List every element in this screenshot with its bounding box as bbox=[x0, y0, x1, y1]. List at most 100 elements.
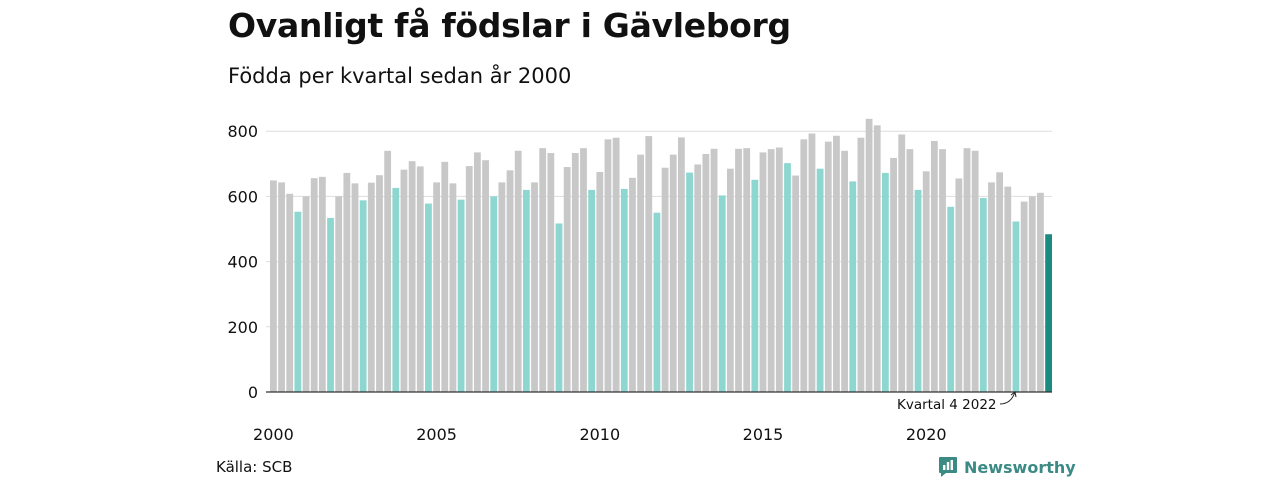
bar bbox=[514, 150, 522, 392]
bar bbox=[963, 148, 971, 392]
bar bbox=[922, 171, 930, 392]
bar bbox=[294, 211, 302, 392]
chart-title: Ovanligt få födslar i Gävleborg bbox=[228, 6, 791, 45]
bar bbox=[930, 140, 938, 392]
bar bbox=[759, 152, 767, 392]
bar bbox=[571, 153, 579, 392]
source-note: Källa: SCB bbox=[216, 458, 293, 476]
bar bbox=[645, 136, 653, 392]
bar bbox=[604, 139, 612, 392]
bar bbox=[1045, 234, 1052, 392]
bar bbox=[735, 148, 742, 392]
bar bbox=[873, 125, 881, 392]
bar bbox=[596, 171, 604, 392]
bar bbox=[302, 196, 310, 392]
bar bbox=[539, 148, 547, 392]
bar bbox=[547, 153, 555, 392]
y-axis: 0 200 400 600 800 bbox=[227, 122, 258, 402]
bar bbox=[751, 179, 759, 392]
bar bbox=[620, 188, 628, 392]
bar bbox=[490, 196, 498, 392]
y-tick-label: 800 bbox=[227, 122, 258, 141]
bar bbox=[522, 189, 530, 392]
bar bbox=[367, 182, 375, 392]
bar bbox=[865, 118, 873, 392]
bar bbox=[563, 167, 571, 392]
bar bbox=[996, 172, 1004, 392]
bar bbox=[857, 137, 865, 392]
bar bbox=[449, 183, 457, 392]
bar bbox=[588, 189, 596, 392]
bar bbox=[1020, 201, 1028, 392]
bar bbox=[979, 198, 987, 392]
bar bbox=[890, 157, 897, 392]
bar bbox=[278, 182, 285, 392]
bar bbox=[286, 193, 294, 392]
brand-name: Newsworthy bbox=[964, 457, 1076, 477]
annotation-label: Kvartal 4 2022 bbox=[897, 397, 997, 413]
bar bbox=[310, 178, 318, 392]
y-tick-label: 200 bbox=[227, 318, 258, 337]
bar bbox=[318, 176, 326, 392]
chart-subtitle: Födda per kvartal sedan år 2000 bbox=[228, 64, 572, 88]
bar bbox=[384, 150, 392, 392]
bar bbox=[678, 137, 685, 392]
bar bbox=[767, 149, 775, 392]
bar bbox=[669, 154, 677, 392]
bar bbox=[800, 139, 808, 392]
bar bbox=[376, 175, 383, 392]
bar bbox=[824, 141, 832, 392]
bar bbox=[327, 217, 334, 392]
x-axis: 2000 2005 2010 2015 2020 bbox=[253, 391, 1052, 444]
bar bbox=[939, 149, 946, 392]
bar bbox=[408, 161, 416, 392]
bar bbox=[465, 166, 473, 392]
bar bbox=[433, 182, 440, 392]
bar bbox=[726, 168, 734, 392]
bar bbox=[270, 180, 277, 392]
bar bbox=[816, 168, 824, 392]
bar bbox=[416, 166, 424, 392]
bar bbox=[775, 147, 783, 392]
y-tick-label: 600 bbox=[227, 187, 258, 206]
bar bbox=[1028, 196, 1036, 392]
annotation: Kvartal 4 2022 bbox=[897, 391, 1017, 413]
bar bbox=[629, 177, 636, 392]
bar bbox=[784, 163, 791, 392]
bar bbox=[498, 182, 506, 392]
x-tick-label: 2015 bbox=[743, 425, 784, 444]
bar bbox=[335, 196, 343, 392]
bar bbox=[988, 182, 995, 392]
bar bbox=[710, 148, 718, 392]
bar bbox=[898, 134, 906, 392]
bar bbox=[906, 149, 914, 392]
y-tick-label: 0 bbox=[248, 383, 258, 402]
bars bbox=[270, 118, 1052, 393]
bar bbox=[400, 169, 408, 392]
bar bbox=[482, 160, 489, 392]
bar bbox=[702, 154, 710, 392]
bar bbox=[955, 178, 963, 392]
x-tick-label: 2010 bbox=[579, 425, 620, 444]
bar bbox=[718, 195, 726, 392]
bar bbox=[686, 172, 693, 392]
bar bbox=[661, 167, 669, 392]
bar bbox=[914, 189, 922, 392]
bar bbox=[637, 154, 644, 392]
bar bbox=[359, 200, 367, 392]
y-tick-label: 400 bbox=[227, 253, 258, 272]
annotation-arrow bbox=[999, 391, 1016, 405]
bar bbox=[441, 161, 449, 392]
bar bbox=[841, 150, 848, 392]
bar bbox=[694, 164, 702, 392]
bar bbox=[1004, 186, 1012, 392]
bar bbox=[808, 133, 816, 393]
x-tick-label: 2020 bbox=[906, 425, 947, 444]
x-tick-label: 2005 bbox=[416, 425, 457, 444]
bar bbox=[506, 170, 514, 392]
bar bbox=[849, 181, 857, 392]
bar bbox=[457, 199, 465, 392]
bar bbox=[343, 172, 351, 392]
brand-logo[interactable]: Newsworthy bbox=[938, 456, 1076, 478]
